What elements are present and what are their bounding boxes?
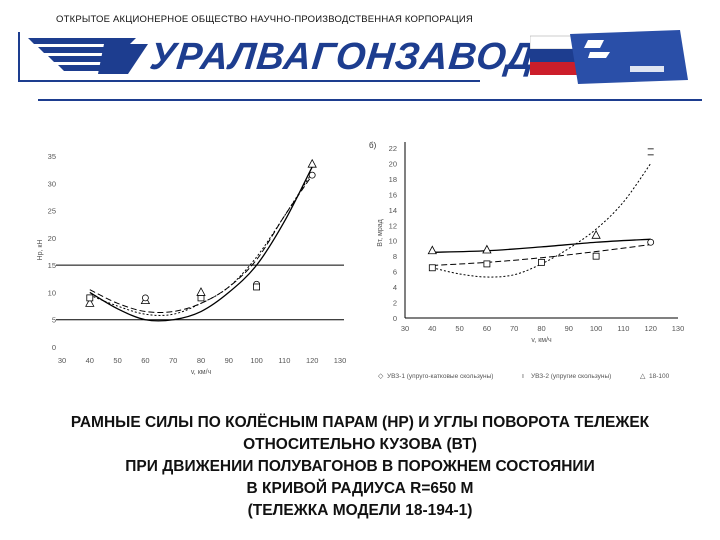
chart2-marker-square — [538, 258, 545, 266]
chart2-marker-square — [428, 264, 436, 272]
chart2-x-tick: 130 — [672, 324, 685, 333]
slide-caption: РАМНЫЕ СИЛЫ ПО КОЛЁСНЫМ ПАРАМ (НР) И УГЛ… — [0, 412, 720, 522]
chart1-series-solid — [89, 166, 313, 322]
chart1-y-tick: 25 — [48, 207, 56, 216]
logo — [18, 32, 480, 82]
chart2-marker-triangle — [591, 229, 601, 239]
chart1-marker-triangle — [196, 287, 206, 296]
chart2-x-tick: 40 — [428, 324, 436, 333]
chart2-x-tick: 90 — [565, 324, 573, 333]
chart2-y-tick: 10 — [389, 237, 397, 246]
chart1-marker-square — [253, 283, 261, 291]
chart1-marker-square — [86, 294, 94, 302]
chart1-marker-circle — [308, 171, 316, 179]
chart1-y-tick: 0 — [52, 343, 56, 352]
chart2-marker-triangle — [482, 244, 492, 254]
chart2-y-tick: 14 — [389, 206, 397, 215]
chart2-x-tick: 120 — [644, 324, 657, 333]
chart2-x-tick: 80 — [537, 324, 545, 333]
chart2-y-tick: 4 — [393, 283, 397, 292]
chart1-x-label: v, км/ч — [191, 369, 212, 376]
chart2-y-tick: 12 — [389, 221, 397, 230]
chart1-x-tick: 70 — [169, 356, 177, 365]
chart1-x-tick: 100 — [250, 356, 263, 365]
chart1-y-tick: 10 — [48, 288, 56, 297]
chart2-legend-marker: △ — [640, 373, 646, 380]
chart1-series-dotted — [89, 172, 313, 316]
caption-line-2: ОТНОСИТЕЛЬНО КУЗОВА (ВТ) — [243, 436, 477, 453]
chart2-x-tick: 60 — [483, 324, 491, 333]
chart2-x-tick: 100 — [590, 324, 603, 333]
chart2-series-solid — [432, 238, 651, 253]
chart2-marker-square — [483, 260, 491, 268]
chart2-x-tick: 70 — [510, 324, 518, 333]
chart2-y-tick: 2 — [393, 299, 397, 308]
chart1-y-tick: 30 — [48, 179, 56, 188]
chart2-legend-marker: ◇ — [378, 373, 384, 380]
chart1-x-tick: 30 — [58, 356, 66, 365]
caption-line-3: ПРИ ДВИЖЕНИИ ПОЛУВАГОНОВ В ПОРОЖНЕМ СОСТ… — [125, 458, 595, 475]
chart1-x-tick: 40 — [86, 356, 94, 365]
chart2-marker-triangle — [427, 245, 437, 255]
chart2-legend-marker: ı — [522, 373, 524, 380]
chart2-legend-label: УВЗ-1 (упруго-катковые скользуны) — [387, 373, 493, 380]
chart1-x-tick: 60 — [141, 356, 149, 365]
chart1-y-tick: 35 — [48, 152, 56, 161]
chart1-x-tick: 50 — [113, 356, 121, 365]
chart2-y-tick: 20 — [389, 159, 397, 168]
chart2-title: б) — [369, 141, 377, 150]
chart2-series-dashed — [432, 244, 651, 266]
logo-wing-icon — [18, 32, 480, 82]
chart1-marker-triangle — [307, 158, 317, 168]
chart2-y-tick: 8 — [393, 252, 397, 261]
chart2-marker-square — [592, 252, 600, 260]
chart2-x-tick: 50 — [455, 324, 463, 333]
chart1-y-label: Нр, кН — [37, 240, 44, 261]
chart1-x-tick: 120 — [306, 356, 319, 365]
chart1-y-tick: 20 — [48, 234, 56, 243]
chart1-marker-circle — [141, 294, 149, 302]
chart1-x-tick: 90 — [225, 356, 233, 365]
chart2-legend-label: УВЗ-2 (упругие скользуны) — [531, 373, 611, 380]
chart2-legend-label: 18-100 — [649, 373, 670, 380]
chart2-x-tick: 30 — [401, 324, 409, 333]
chart1-x-tick: 130 — [334, 356, 347, 365]
chart1-y-tick: 15 — [48, 261, 56, 270]
chart2-marker-circle — [647, 238, 655, 246]
caption-line-4: В КРИВОЙ РАДИУСА R=650 М — [246, 480, 474, 497]
header-divider — [38, 99, 702, 101]
chart2-y-tick: 0 — [393, 314, 397, 323]
chart2-y-tick: 6 — [393, 268, 397, 277]
chart2-x-tick: 110 — [617, 324, 629, 333]
chart1-y-tick: 5 — [52, 316, 56, 325]
chart2-x-label: v, км/ч — [531, 337, 552, 344]
chart1-series-dashed — [89, 174, 313, 314]
caption-line-5: (ТЕЛЕЖКА МОДЕЛИ 18-194-1) — [247, 502, 473, 519]
chart2-y-tick: 18 — [389, 175, 397, 184]
organization-title: ОТКРЫТОЕ АКЦИОНЕРНОЕ ОБЩЕСТВО НАУЧНО-ПРО… — [56, 14, 473, 25]
chart1-marker-triangle — [85, 297, 95, 307]
chart2-y-tick: 16 — [389, 190, 397, 199]
flags-icon — [530, 30, 688, 84]
chart1-x-tick: 110 — [278, 356, 290, 365]
chart2-y-label: Вт, мрад — [377, 219, 384, 246]
chart1-x-tick: 80 — [197, 356, 205, 365]
chart2-y-tick: 22 — [389, 144, 397, 153]
caption-line-1: РАМНЫЕ СИЛЫ ПО КОЛЁСНЫМ ПАРАМ (НР) И УГЛ… — [70, 414, 650, 431]
